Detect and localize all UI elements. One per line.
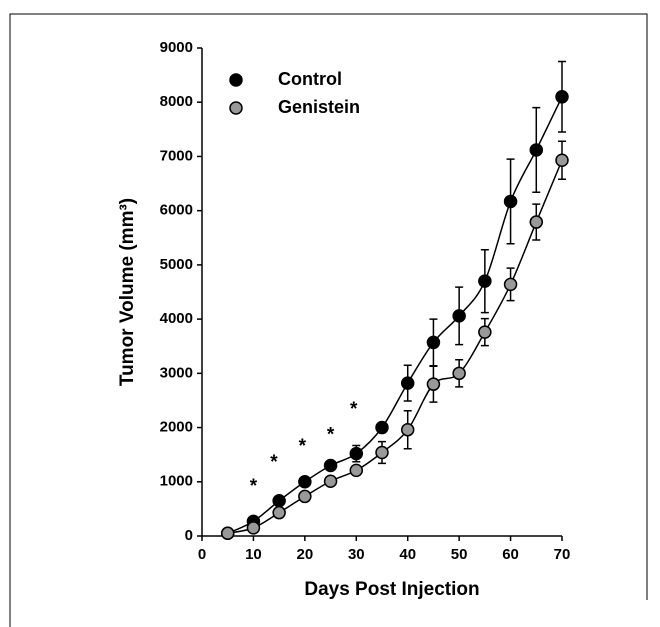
- data-point: [555, 90, 569, 104]
- data-point: [478, 325, 492, 339]
- x-tick-label: 10: [245, 546, 262, 563]
- data-point: [349, 446, 364, 461]
- y-tick-label: 1000: [160, 473, 193, 490]
- series-line: [227, 96, 563, 534]
- y-axis-label: Tumor Volume (mm³): [117, 198, 138, 386]
- data-point: [272, 494, 286, 508]
- data-point: [246, 521, 261, 535]
- data-point: [349, 463, 364, 478]
- data-point: [529, 143, 544, 157]
- data-point: [323, 474, 338, 488]
- data-point: [400, 376, 415, 390]
- data-point: [503, 194, 518, 209]
- y-tick-label: 8000: [160, 93, 193, 110]
- data-point: [298, 475, 312, 489]
- x-tick-label: 0: [198, 546, 206, 563]
- x-tick-label: 40: [399, 546, 416, 563]
- legend-marker: [229, 101, 243, 115]
- data-point: [426, 335, 441, 350]
- data-point: [555, 153, 569, 167]
- data-point: [503, 277, 518, 292]
- data-point: [323, 458, 338, 473]
- data-point: [452, 309, 466, 323]
- y-tick-label: 6000: [160, 202, 193, 219]
- y-tick-label: 2000: [160, 419, 193, 436]
- annotation: *: [250, 476, 258, 497]
- data-point: [220, 526, 235, 541]
- y-tick-label: 3000: [160, 364, 193, 381]
- x-tick-label: 50: [451, 546, 468, 563]
- x-tick-label: 60: [502, 546, 519, 563]
- data-point: [375, 445, 389, 460]
- data-point: [478, 274, 492, 288]
- x-tick-label: 30: [348, 546, 365, 563]
- x-tick-label: 70: [554, 546, 571, 563]
- data-point: [375, 420, 389, 435]
- y-tick-label: 7000: [160, 147, 193, 164]
- frame: [9, 13, 648, 627]
- data-point: [272, 505, 286, 520]
- legend-label: Control: [278, 69, 342, 89]
- data-point: [400, 422, 415, 437]
- data-point: [529, 215, 544, 229]
- annotation: *: [270, 452, 278, 473]
- annotation: *: [350, 399, 358, 420]
- y-tick-label: 0: [185, 527, 193, 544]
- x-tick-label: 20: [297, 546, 314, 563]
- y-tick-label: 9000: [160, 39, 193, 56]
- legend-label: Genistein: [278, 97, 360, 117]
- x-axis-label: Days Post Injection: [304, 579, 479, 600]
- data-point: [452, 366, 466, 381]
- annotation: *: [299, 436, 307, 457]
- series-line: [227, 159, 563, 535]
- y-tick-label: 5000: [160, 256, 193, 273]
- legend-marker: [229, 73, 243, 87]
- data-point: [426, 377, 441, 391]
- annotation: *: [327, 424, 335, 445]
- data-point: [298, 489, 312, 504]
- y-tick-label: 4000: [160, 310, 193, 327]
